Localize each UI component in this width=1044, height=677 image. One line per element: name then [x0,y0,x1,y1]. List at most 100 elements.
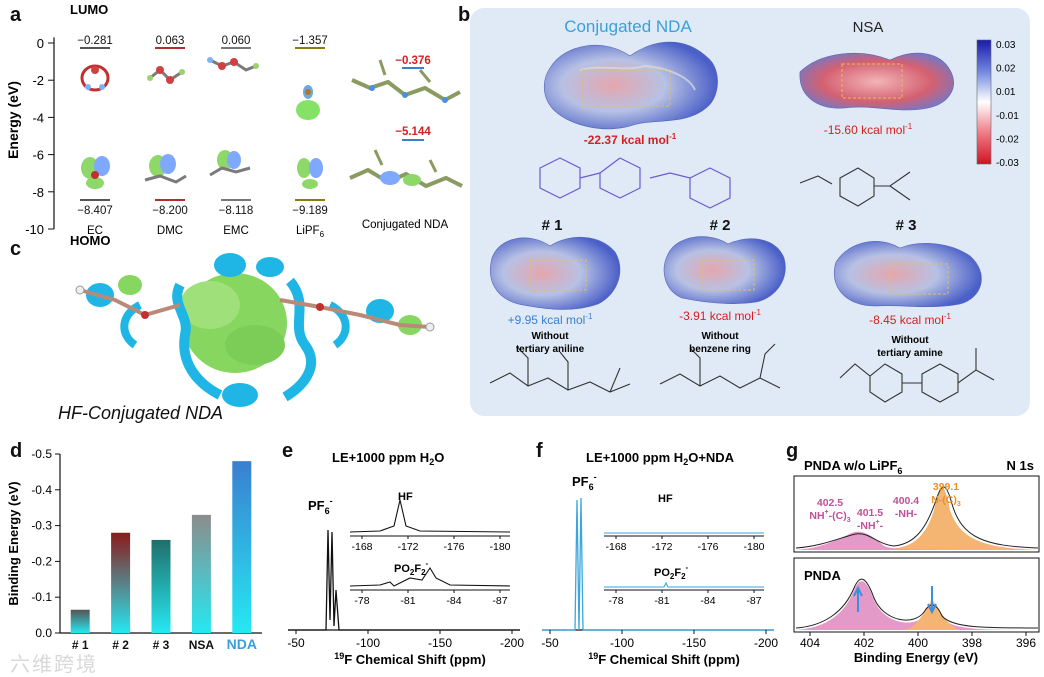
nmr-main-peak-label: PF6- [572,472,597,492]
emc-lumo-orbital [207,57,259,72]
molecule-name: LiPF6 [296,225,325,239]
esp-desc-line2: benzene ring [689,344,751,355]
energy-tick-label: -10 [25,222,44,237]
xps-n1s-label: N 1s [1007,458,1034,473]
homo-value: −8.407 [77,205,113,217]
energy-tick-label: 0 [37,36,44,51]
nmr-main-spectrum [288,529,520,631]
esp-scale-tick-label: -0.02 [996,134,1019,145]
nsa-esp-surface [799,52,954,111]
chart-d-ytick-label: -0.4 [31,483,52,497]
m2-structure [659,343,781,389]
xps-xtick-label: 404 [800,636,820,650]
nmr-inset-tick-label: -176 [443,541,464,553]
nmr-xtick-label: -50 [287,636,305,650]
energy-tick-label: -6 [32,148,44,163]
chart-d-ylabel: Binding Energy (eV) [6,481,21,605]
nmr-xlabel: 19F Chemical Shift (ppm) [588,651,740,667]
lumo-value: −0.281 [77,35,113,47]
panel-e-nmr: LE+1000 ppm H2O PF6- -50 -100 -150 -200 19F Ch… [287,450,524,667]
esp-binding-energy: -8.45 kcal mol-1 [869,312,951,327]
lumo-value: −0.376 [395,55,431,67]
xps-peak-species: NH+-(C)3 [809,509,850,524]
xps-top-envelope [795,486,1039,549]
energy-axis: 0 -2 -4 -6 -8 -10 Energy (eV) LUMO HOMO [5,2,110,248]
nda-homo-orbital [349,149,463,189]
energy-tick-label: -2 [32,73,44,88]
nmr-xtick-label: -50 [541,636,559,650]
nmr-xtick-label: -100 [356,636,380,650]
dmc-lumo-orbital [147,66,185,84]
esp-desc-line1: Without [891,335,929,346]
xps-peak-energy: 399.1 [933,481,959,493]
energy-levels: −0.281 −8.407 EC 0.063 −8.200 DMC 0.060 −8.118 E… [77,35,448,239]
chart-d-bar [191,514,211,633]
xps-arrow-up [853,585,863,612]
ec-homo-orbital [81,156,110,189]
xps-peak-species: N-(C)3 [931,494,961,508]
chart-d-category-label: # 2 [112,638,129,652]
nmr-inset-bottom-label: PO2F2- [394,559,429,577]
panel-g-label: g [786,440,799,462]
panel-g-xps: PNDA w/o LiPF6 N 1s 402.5NH+-(C)3 401.5-NH+… [793,458,1040,665]
nmr-inset-top-label: HF [398,491,413,503]
homo-value: −8.118 [219,205,254,217]
nda-structure [539,157,731,209]
xps-top-title: PNDA w/o LiPF6 [804,458,902,476]
panel-c-hf-nda-orbital [75,253,435,407]
ec-lumo-orbital [80,64,110,92]
molecule-orbital-pictures [80,57,463,189]
chart-d-bar [70,609,90,633]
panel-b-label: b [458,4,471,26]
nmr-inset-tick-label: -172 [397,541,418,553]
esp-scale-tick-label: 0.03 [996,40,1016,51]
xps-top-peak-nh [796,531,1038,550]
chart-d-bar [111,532,131,633]
panel-d-label: d [10,440,23,462]
xps-xtick-label: 400 [908,636,928,650]
xps-peak-energy: 401.5 [857,507,883,519]
panel-c-caption: HF-Conjugated NDA [58,403,224,423]
nmr-xtick-label: -200 [500,636,524,650]
energy-tick-label: -4 [32,110,44,125]
energy-tick-label: -8 [32,185,44,200]
homo-title: HOMO [70,233,110,248]
chart-d-category-label: NSA [189,638,215,652]
esp-scale-tick-label: -0.03 [996,158,1019,169]
panel-d-bar-chart: 0.0 -0.1 -0.2 -0.3 -0.4 -0.5 Binding Energy (e… [6,447,262,652]
chart-d-ytick-label: -0.1 [31,590,52,604]
chart-d-bar [232,461,252,633]
nmr-xtick-label: -150 [682,636,706,650]
panel-a-energy-diagram: 0 -2 -4 -6 -8 -10 Energy (eV) LUMO HOMO −0.281 −8… [5,2,463,248]
esp-map-title: # 3 [896,217,917,234]
lumo-title: LUMO [70,2,108,17]
lipf6-homo-orbital [297,158,323,189]
chart-d-category-label: # 1 [72,638,89,652]
nda-lumo-orbital [351,59,461,103]
xps-xlabel: Binding Energy (eV) [854,650,978,665]
lumo-value: 0.063 [156,35,185,47]
nmr-inset-tick-label: -78 [354,595,369,607]
xps-xtick-label: 398 [962,636,982,650]
esp-scale-tick-label: -0.01 [996,111,1019,122]
nmr-inset-tick-label: -176 [697,541,718,553]
nmr-inset-top-label: HF [658,493,673,505]
nmr-inset-tick-label: -84 [446,595,461,607]
nmr-xtick-label: -150 [428,636,452,650]
molecule-name: Conjugated NDA [362,219,449,231]
dmc-homo-orbital [144,154,187,184]
m1-esp-surface [490,236,621,310]
nmr-main-spectrum [542,497,774,631]
chart-d-category-label: # 3 [153,638,170,652]
chart-d-bars: # 1 # 2 # 3 NSA NDA [70,461,257,652]
xps-peak-energy: 400.4 [893,495,919,507]
chart-d-axes: 0.0 -0.1 -0.2 -0.3 -0.4 -0.5 Binding Energy (e… [6,447,262,640]
homo-value: −5.144 [395,126,431,138]
chart-d-ytick-label: -0.5 [31,447,52,461]
esp-map-title: # 2 [710,217,731,234]
panel-a-label: a [10,4,22,26]
energy-axis-label: Energy (eV) [5,81,21,159]
molecule-name: EMC [223,225,249,237]
esp-desc-line2: tertiary aniline [516,344,585,355]
nmr-main-peak-label: PF6- [308,496,333,516]
